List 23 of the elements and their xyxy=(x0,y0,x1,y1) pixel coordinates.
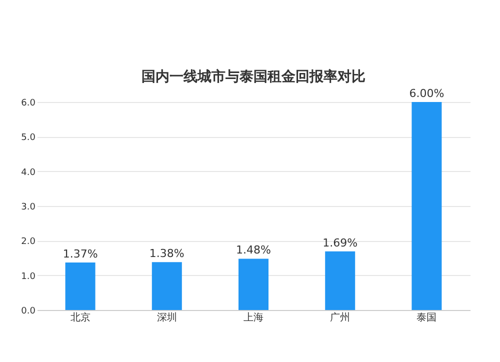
bar xyxy=(65,262,96,310)
x-tick-label: 上海 xyxy=(244,312,264,324)
y-tick-label: 1.0 xyxy=(21,272,36,282)
y-tick-label: 6.0 xyxy=(21,98,36,108)
x-tick-label: 广州 xyxy=(330,312,350,324)
data-label: 1.69% xyxy=(322,236,358,250)
data-label: 1.37% xyxy=(62,248,98,261)
y-tick-label: 4.0 xyxy=(21,168,36,178)
bar xyxy=(238,258,268,310)
bar xyxy=(152,262,182,310)
bar xyxy=(412,102,442,310)
y-tick-label: 3.0 xyxy=(21,202,36,212)
data-label: 6.00% xyxy=(409,87,444,100)
data-label: 1.38% xyxy=(149,247,184,260)
bar xyxy=(325,251,356,310)
x-tick-label: 北京 xyxy=(70,312,90,324)
y-tick-label: 2.0 xyxy=(21,237,36,248)
y-tick-label: 5.0 xyxy=(21,133,36,144)
data-label: 1.48% xyxy=(236,244,271,257)
y-tick-label: 0.0 xyxy=(21,306,36,316)
x-tick-label: 泰国 xyxy=(416,312,437,324)
chart-title: 国内一线城市与泰国租金回报率对比 xyxy=(142,68,366,85)
x-tick-label: 深圳 xyxy=(156,312,177,324)
